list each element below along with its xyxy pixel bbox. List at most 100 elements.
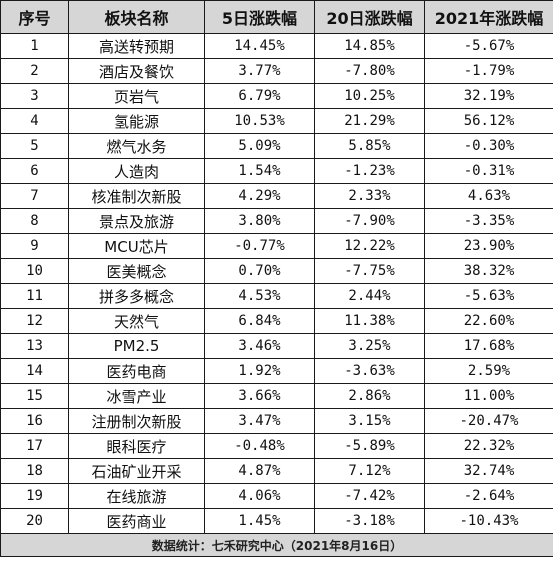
change-5day: 1.54% — [204, 158, 315, 184]
sector-name: 医药电商 — [68, 358, 205, 384]
row-index: 12 — [0, 308, 69, 334]
row-index: 10 — [0, 258, 69, 284]
row-index: 6 — [0, 158, 69, 184]
row-index: 13 — [0, 333, 69, 359]
header-20day-change: 20日涨跌幅 — [314, 0, 425, 34]
row-index: 2 — [0, 58, 69, 84]
change-5day: 3.77% — [204, 58, 315, 84]
change-5day: 5.09% — [204, 133, 315, 159]
row-index: 16 — [0, 408, 69, 434]
change-20day: 21.29% — [314, 108, 425, 134]
change-2021: 32.19% — [424, 83, 553, 109]
change-2021: -2.64% — [424, 483, 553, 509]
change-5day: 1.45% — [204, 508, 315, 534]
sector-name: 医药商业 — [68, 508, 205, 534]
change-20day: 10.25% — [314, 83, 425, 109]
change-5day: -0.48% — [204, 433, 315, 459]
change-20day: 14.85% — [314, 33, 425, 59]
change-5day: 6.79% — [204, 83, 315, 109]
change-2021: 17.68% — [424, 333, 553, 359]
sector-name: 高送转预期 — [68, 33, 205, 59]
row-index: 3 — [0, 83, 69, 109]
change-20day: -7.80% — [314, 58, 425, 84]
row-index: 20 — [0, 508, 69, 534]
change-20day: 3.25% — [314, 333, 425, 359]
sector-name: 注册制次新股 — [68, 408, 205, 434]
change-5day: 3.47% — [204, 408, 315, 434]
data-source-note: 数据统计：七禾研究中心（2021年8月16日） — [0, 533, 553, 557]
change-2021: 11.00% — [424, 383, 553, 409]
change-20day: 3.15% — [314, 408, 425, 434]
table-row: 9 MCU芯片 -0.77% 12.22% 23.90% — [0, 233, 553, 259]
change-5day: 10.53% — [204, 108, 315, 134]
change-20day: 12.22% — [314, 233, 425, 259]
sector-name: 眼科医疗 — [68, 433, 205, 459]
table-row: 10 医美概念 0.70% -7.75% 38.32% — [0, 258, 553, 284]
table-row: 13 PM2.5 3.46% 3.25% 17.68% — [0, 333, 553, 359]
sector-name: 燃气水务 — [68, 133, 205, 159]
change-20day: -3.63% — [314, 358, 425, 384]
change-5day: -0.77% — [204, 233, 315, 259]
change-2021: 4.63% — [424, 183, 553, 209]
header-2021-change: 2021年涨跌幅 — [424, 0, 553, 34]
change-2021: -0.31% — [424, 158, 553, 184]
sector-name: 人造肉 — [68, 158, 205, 184]
change-5day: 4.87% — [204, 458, 315, 484]
change-2021: -20.47% — [424, 408, 553, 434]
change-2021: -0.30% — [424, 133, 553, 159]
change-5day: 1.92% — [204, 358, 315, 384]
row-index: 14 — [0, 358, 69, 384]
sector-name: MCU芯片 — [68, 233, 205, 259]
table-row: 11 拼多多概念 4.53% 2.44% -5.63% — [0, 283, 553, 309]
change-20day: -1.23% — [314, 158, 425, 184]
row-index: 8 — [0, 208, 69, 234]
row-index: 9 — [0, 233, 69, 259]
change-5day: 6.84% — [204, 308, 315, 334]
change-2021: 2.59% — [424, 358, 553, 384]
change-5day: 3.46% — [204, 333, 315, 359]
sector-name: 天然气 — [68, 308, 205, 334]
row-index: 1 — [0, 33, 69, 59]
change-2021: -1.79% — [424, 58, 553, 84]
row-index: 19 — [0, 483, 69, 509]
change-5day: 3.80% — [204, 208, 315, 234]
change-2021: 23.90% — [424, 233, 553, 259]
change-20day: -5.89% — [314, 433, 425, 459]
sector-name: 景点及旅游 — [68, 208, 205, 234]
table-row: 4 氢能源 10.53% 21.29% 56.12% — [0, 108, 553, 134]
change-2021: 22.60% — [424, 308, 553, 334]
change-2021: 56.12% — [424, 108, 553, 134]
footer-row: 数据统计：七禾研究中心（2021年8月16日） — [0, 533, 553, 557]
sector-name: 氢能源 — [68, 108, 205, 134]
change-20day: -3.18% — [314, 508, 425, 534]
table-row: 18 石油矿业开采 4.87% 7.12% 32.74% — [0, 458, 553, 484]
change-20day: 7.12% — [314, 458, 425, 484]
table-row: 12 天然气 6.84% 11.38% 22.60% — [0, 308, 553, 334]
table-row: 2 酒店及餐饮 3.77% -7.80% -1.79% — [0, 58, 553, 84]
change-5day: 3.66% — [204, 383, 315, 409]
sector-name: 拼多多概念 — [68, 283, 205, 309]
change-2021: -3.35% — [424, 208, 553, 234]
sector-name: 页岩气 — [68, 83, 205, 109]
table-row: 16 注册制次新股 3.47% 3.15% -20.47% — [0, 408, 553, 434]
change-20day: 2.33% — [314, 183, 425, 209]
change-2021: 22.32% — [424, 433, 553, 459]
header-sector-name: 板块名称 — [68, 0, 205, 34]
table-body: 1 高送转预期 14.45% 14.85% -5.67% 2 酒店及餐饮 3.77% -7.80… — [0, 33, 553, 534]
table-row: 8 景点及旅游 3.80% -7.90% -3.35% — [0, 208, 553, 234]
row-index: 5 — [0, 133, 69, 159]
table-row: 6 人造肉 1.54% -1.23% -0.31% — [0, 158, 553, 184]
row-index: 11 — [0, 283, 69, 309]
change-20day: -7.75% — [314, 258, 425, 284]
sector-name: 冰雪产业 — [68, 383, 205, 409]
row-index: 4 — [0, 108, 69, 134]
change-20day: 11.38% — [314, 308, 425, 334]
change-5day: 14.45% — [204, 33, 315, 59]
change-2021: -10.43% — [424, 508, 553, 534]
table-row: 20 医药商业 1.45% -3.18% -10.43% — [0, 508, 553, 534]
row-index: 7 — [0, 183, 69, 209]
sector-name: 酒店及餐饮 — [68, 58, 205, 84]
table-row: 7 核准制次新股 4.29% 2.33% 4.63% — [0, 183, 553, 209]
sector-name: 医美概念 — [68, 258, 205, 284]
